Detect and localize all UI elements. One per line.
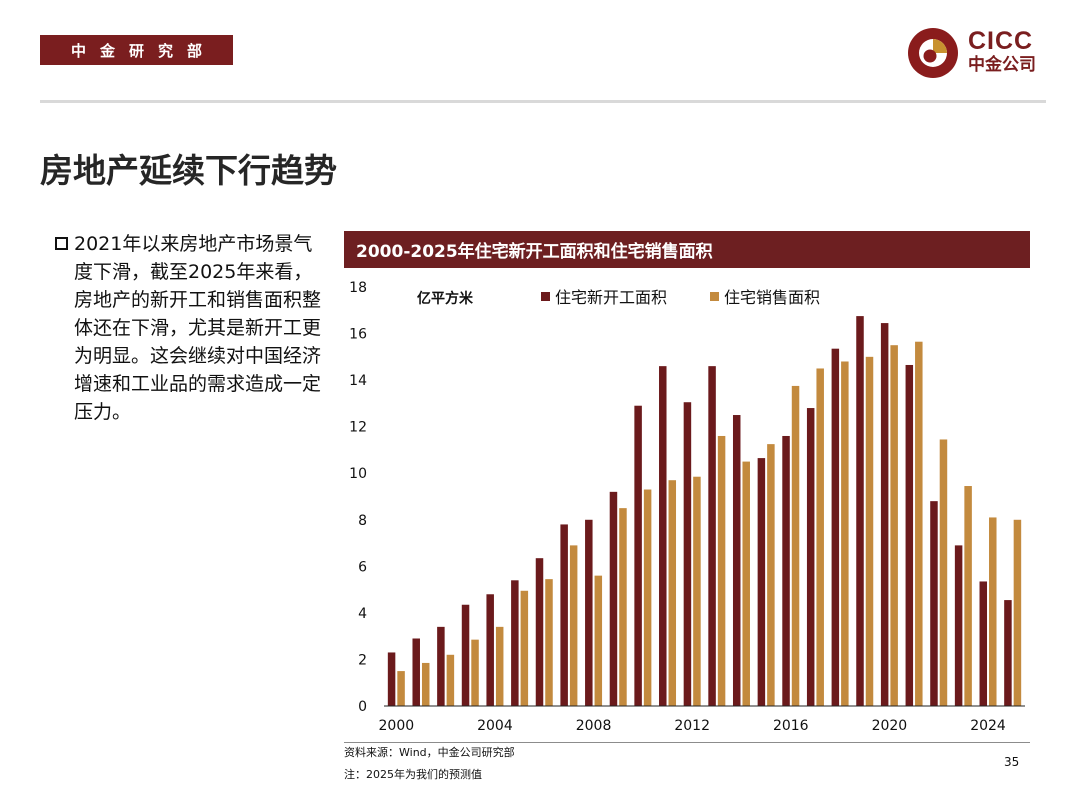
y-tick-label: 2	[358, 652, 367, 668]
bar-new-starts	[461, 604, 470, 706]
x-tick-label: 2016	[773, 718, 809, 734]
x-tick-label: 2024	[970, 718, 1006, 734]
bar-new-starts	[930, 501, 938, 706]
y-tick-label: 0	[358, 699, 367, 715]
bar-sales	[915, 341, 923, 706]
bar-new-starts	[1004, 600, 1012, 706]
bar-new-starts	[905, 364, 914, 706]
bar-sales	[619, 508, 627, 706]
bar-sales	[816, 368, 824, 706]
y-tick-label: 18	[349, 280, 367, 296]
bar-new-starts	[880, 323, 889, 706]
y-tick-label: 16	[349, 327, 367, 343]
bar-sales	[446, 654, 455, 706]
bar-new-starts	[708, 366, 716, 706]
legend-swatch-sales	[710, 292, 719, 301]
bar-sales	[520, 590, 529, 706]
y-tick-label: 10	[349, 466, 367, 482]
bar-new-starts	[782, 435, 790, 706]
bar-chart: 0 2 4 6 8 10 12 14 16 18 2000 2004 2008 2012 2016 2020…	[349, 280, 1025, 734]
header-divider	[40, 100, 1046, 103]
cicc-logo: CICC 中金公司	[906, 26, 1050, 80]
page-number: 35	[1004, 755, 1020, 769]
legend-swatch-new-starts	[541, 292, 550, 301]
y-tick-label: 14	[349, 373, 367, 389]
series-sales-bars	[397, 341, 1022, 706]
bar-sales	[964, 486, 972, 706]
bar-new-starts	[387, 652, 396, 706]
bar-sales	[890, 345, 898, 706]
bar-sales	[594, 575, 603, 706]
bar-new-starts	[856, 316, 864, 706]
department-badge: 中金研究部	[40, 35, 233, 65]
series-new-starts-bars	[387, 316, 1012, 706]
bar-new-starts	[609, 491, 618, 706]
bar-sales	[693, 476, 701, 706]
bar-sales	[668, 480, 677, 706]
bar-new-starts	[585, 519, 593, 706]
bar-new-starts	[806, 408, 815, 706]
source-note: 资料来源：Wind，中金公司研究部	[344, 746, 515, 759]
bar-new-starts	[732, 415, 741, 706]
logo-text-cn: 中金公司	[968, 55, 1036, 75]
y-tick-label: 6	[358, 559, 367, 575]
bar-sales	[545, 579, 553, 706]
cicc-logo-mark	[908, 28, 958, 78]
bar-sales	[643, 489, 652, 706]
x-axis-ticks: 2000 2004 2008 2012 2016 2020 2024	[379, 718, 1006, 734]
bar-sales	[471, 639, 479, 706]
bar-new-starts	[560, 524, 568, 706]
legend-label-new-starts: 住宅新开工面积	[555, 288, 667, 307]
y-axis-unit-label: 亿平方米	[417, 290, 474, 307]
bar-new-starts	[486, 594, 494, 706]
bar-new-starts	[437, 626, 445, 706]
footnote: 注：2025年为我们的预测值	[344, 768, 482, 781]
x-tick-label: 2004	[477, 718, 513, 734]
bar-sales	[791, 385, 800, 706]
bar-new-starts	[683, 402, 692, 706]
bullet-point: 2021年以来房地产市场景气度下滑，截至2025年来看，房地产的新开工和销售面积…	[55, 230, 330, 426]
bar-sales	[989, 517, 997, 706]
bar-new-starts	[757, 458, 766, 706]
x-tick-label: 2008	[576, 718, 612, 734]
bar-sales	[569, 545, 578, 706]
y-tick-label: 4	[358, 606, 367, 622]
y-axis-ticks: 0 2 4 6 8 10 12 14 16 18	[349, 280, 367, 715]
x-tick-label: 2020	[872, 718, 908, 734]
bar-sales	[717, 435, 726, 706]
x-tick-label: 2012	[674, 718, 710, 734]
bar-new-starts	[659, 366, 667, 706]
x-tick-label: 2000	[379, 718, 415, 734]
bar-new-starts	[535, 558, 544, 706]
bar-sales	[841, 361, 849, 706]
bar-new-starts	[954, 545, 963, 706]
chart-title: 2000-2025年住宅新开工面积和住宅销售面积	[344, 231, 1030, 268]
source-divider	[344, 742, 1030, 743]
bar-new-starts	[831, 348, 840, 706]
chart-legend: 住宅新开工面积 住宅销售面积	[541, 288, 820, 307]
bar-new-starts	[634, 405, 642, 706]
bar-new-starts	[511, 580, 519, 706]
y-tick-label: 8	[358, 513, 367, 529]
square-bullet-icon	[55, 237, 68, 250]
bullet-text: 2021年以来房地产市场景气度下滑，截至2025年来看，房地产的新开工和销售面积…	[74, 233, 322, 423]
bar-sales	[742, 461, 750, 706]
bar-new-starts	[412, 638, 420, 706]
y-tick-label: 12	[349, 420, 367, 436]
logo-text-en: CICC	[968, 27, 1034, 55]
legend-label-sales: 住宅销售面积	[724, 288, 820, 307]
bar-sales	[865, 356, 874, 706]
bar-sales	[397, 671, 405, 706]
bar-sales	[939, 439, 948, 706]
bar-sales	[767, 444, 775, 706]
bar-sales	[495, 626, 504, 706]
bar-new-starts	[979, 581, 988, 706]
bar-sales	[1013, 519, 1022, 706]
bar-sales	[421, 662, 430, 706]
page-title: 房地产延续下行趋势	[40, 151, 337, 190]
